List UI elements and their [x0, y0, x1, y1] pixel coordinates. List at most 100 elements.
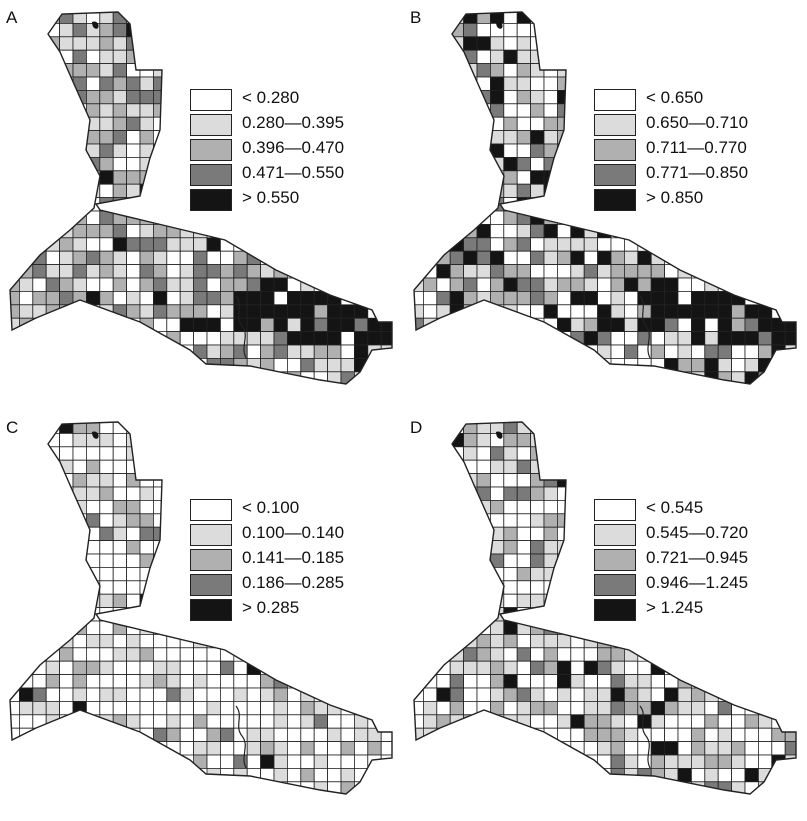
map-cell	[556, 237, 572, 252]
map-cell	[476, 277, 491, 292]
legend-label: 0.280—0.395	[242, 113, 345, 132]
map-cell	[503, 250, 518, 265]
legend-swatch	[190, 599, 232, 621]
map-cell	[99, 526, 114, 541]
map-cell	[744, 317, 759, 333]
map-cell	[112, 674, 127, 689]
map-cell	[516, 540, 531, 555]
map-cell	[516, 49, 531, 65]
map-cell	[516, 277, 531, 292]
map-cell	[449, 687, 465, 702]
map-cell	[530, 674, 545, 689]
map-cell	[543, 237, 558, 252]
map-cell	[206, 741, 221, 756]
map-cell	[414, 304, 424, 319]
map-cell	[516, 446, 531, 461]
map-cell	[99, 647, 114, 662]
map-cell	[45, 250, 61, 265]
map-cell	[112, 76, 127, 91]
map-cell	[72, 12, 87, 24]
map-cell	[233, 264, 248, 279]
map-cell	[543, 727, 558, 743]
map-cell	[476, 49, 491, 65]
map-cell	[32, 674, 47, 689]
map-cell	[72, 277, 87, 292]
map-cell	[300, 741, 315, 756]
map-cell	[490, 237, 505, 252]
map-cell	[570, 277, 585, 292]
map-cell	[422, 277, 438, 292]
map-cell	[112, 290, 127, 306]
legend-swatch	[190, 114, 232, 136]
map-cell	[543, 540, 558, 555]
panel-label-a: A	[6, 8, 18, 27]
map-cell	[543, 290, 558, 306]
map-cell	[717, 727, 733, 743]
map-cell	[99, 36, 114, 51]
legend-swatch	[190, 574, 232, 596]
map-cell	[690, 767, 706, 783]
map-cell	[139, 660, 154, 675]
map-cell	[490, 76, 505, 91]
map-cell	[246, 290, 261, 306]
map-cell	[677, 290, 692, 306]
map-cell	[126, 687, 141, 702]
map-cell	[610, 687, 625, 702]
map-cell	[313, 754, 329, 769]
map-cell	[597, 647, 612, 662]
map-cell	[112, 237, 127, 252]
map-cell	[99, 130, 114, 145]
map-cell	[422, 304, 438, 319]
map-cell	[530, 143, 545, 158]
map-cell	[597, 727, 612, 743]
map-cell	[637, 250, 652, 265]
legend-swatch	[190, 499, 232, 521]
map-cell	[463, 36, 478, 51]
map-cell	[260, 331, 275, 346]
map-cell	[286, 331, 302, 346]
map-cell	[112, 540, 127, 555]
map-cell	[570, 700, 585, 716]
map-cell	[744, 767, 759, 783]
map-cell	[126, 277, 141, 292]
map-cell	[152, 727, 168, 743]
map-cell	[126, 674, 141, 689]
map-cell	[72, 647, 87, 662]
map-cell	[166, 700, 181, 716]
map-cell	[610, 290, 625, 306]
map-cell	[610, 250, 625, 265]
map-cell	[570, 714, 585, 729]
map-cell	[503, 660, 518, 675]
map-cell	[623, 674, 639, 689]
map-cell	[556, 90, 572, 105]
legend-swatch	[594, 139, 636, 161]
map-cell	[463, 290, 478, 306]
map-cell	[516, 700, 531, 716]
map-cell	[583, 290, 598, 306]
map-cell	[32, 290, 47, 306]
map-cell	[516, 593, 531, 608]
map-cell	[516, 250, 531, 265]
map-cell	[664, 754, 679, 769]
legend-label: < 0.545	[646, 498, 704, 517]
map-cell	[490, 486, 505, 501]
map-cell	[246, 767, 261, 783]
map-cell	[86, 459, 101, 475]
map-cell	[340, 304, 355, 319]
map-cell	[543, 486, 558, 501]
map-cell	[717, 331, 733, 346]
legend-label: 0.100—0.140	[242, 523, 345, 542]
map-cell	[286, 727, 302, 743]
map-cell	[530, 90, 545, 105]
map-cell	[126, 250, 141, 265]
map-cell	[152, 250, 168, 265]
map-cell	[436, 660, 451, 675]
legend-label: 0.650—0.710	[646, 113, 749, 132]
map-cell	[503, 607, 518, 622]
map-cell	[503, 540, 518, 555]
map-cell	[286, 357, 302, 373]
map-cell	[583, 714, 598, 729]
map-cell	[664, 674, 679, 689]
map-cell	[503, 446, 518, 461]
map-cell	[193, 714, 208, 729]
